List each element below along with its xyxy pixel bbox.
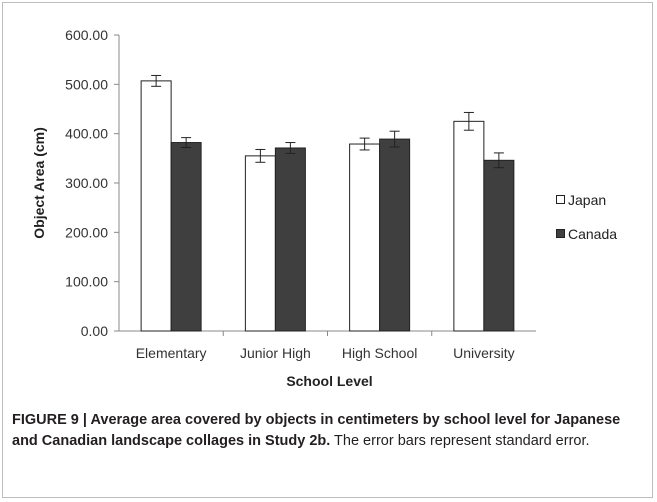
y-axis-title: Object Area (cm) bbox=[31, 127, 47, 239]
legend-item-canada: Canada bbox=[556, 225, 617, 242]
legend-swatch-canada bbox=[556, 229, 565, 238]
bar-japan bbox=[140, 80, 172, 332]
y-tick-label: 400.00 bbox=[65, 126, 108, 142]
y-tick-label: 500.00 bbox=[65, 76, 108, 92]
bar-japan bbox=[349, 143, 381, 332]
bar-canada bbox=[274, 147, 306, 332]
legend-label-japan: Japan bbox=[568, 191, 607, 208]
legend-label-canada: Canada bbox=[568, 225, 618, 242]
figure-caption: FIGURE 9 | Average area covered by objec… bbox=[12, 410, 642, 452]
bar-japan bbox=[453, 120, 485, 332]
y-tick-label: 200.00 bbox=[65, 224, 108, 240]
y-tick-label: 300.00 bbox=[65, 175, 108, 191]
caption-normal-text: The error bars represent standard error. bbox=[330, 433, 590, 449]
x-axis-title: School Level bbox=[286, 373, 372, 389]
bar-japan bbox=[244, 155, 276, 332]
x-tick-label: Junior High bbox=[240, 345, 311, 361]
legend: Japan Canada bbox=[556, 191, 617, 259]
legend-swatch-japan bbox=[556, 195, 565, 204]
x-tick-label: High School bbox=[342, 345, 418, 361]
y-tick-label: 100.00 bbox=[65, 274, 108, 290]
x-tick-label: Elementary bbox=[136, 345, 207, 361]
bar-chart: 0.00 100.00 200.00 300.00 400.00 500.00 600.00… bbox=[31, 27, 536, 389]
y-tick-label: 0.00 bbox=[81, 323, 108, 339]
legend-item-japan: Japan bbox=[556, 191, 617, 208]
figure-frame bbox=[2, 2, 653, 498]
y-tick-label: 600.00 bbox=[65, 27, 108, 43]
caption-bold-text: FIGURE 9 | Average area covered by objec… bbox=[12, 412, 621, 449]
bar-canada bbox=[379, 138, 411, 332]
x-tick-label: University bbox=[453, 345, 514, 361]
bar-canada bbox=[170, 142, 202, 332]
bar-canada bbox=[483, 159, 515, 332]
